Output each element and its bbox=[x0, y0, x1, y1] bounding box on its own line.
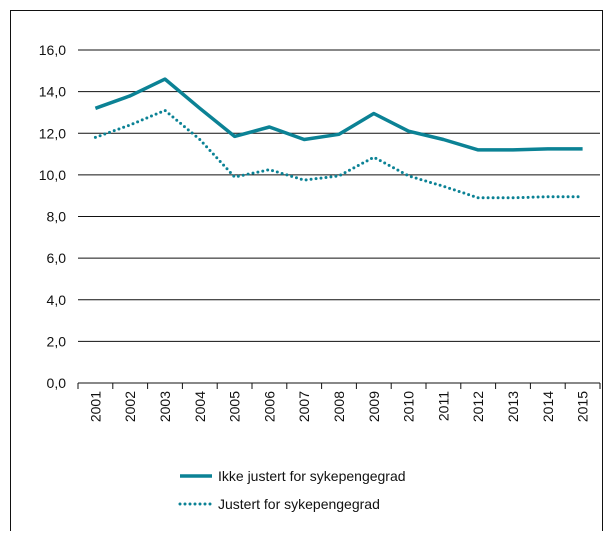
x-tick-label: 2009 bbox=[366, 391, 382, 422]
y-tick-label: 14,0 bbox=[39, 84, 66, 100]
legend-label-1: Ikke justert for sykepengegrad bbox=[218, 468, 406, 484]
y-tick-label: 8,0 bbox=[47, 209, 67, 225]
x-tick-label: 2001 bbox=[87, 391, 103, 422]
x-tick-label: 2011 bbox=[435, 391, 451, 421]
x-tick-label: 2010 bbox=[401, 391, 417, 422]
y-tick-label: 6,0 bbox=[47, 250, 67, 266]
y-tick-label: 4,0 bbox=[47, 292, 67, 308]
x-tick-label: 2012 bbox=[470, 391, 486, 422]
series-line-2 bbox=[93, 108, 585, 200]
x-tick-label: 2002 bbox=[122, 391, 138, 422]
legend: Ikke justert for sykepengegrad Justert fo… bbox=[178, 468, 406, 512]
x-tick-label: 2007 bbox=[296, 391, 312, 422]
series-line-1 bbox=[94, 77, 583, 152]
x-tick-label: 2005 bbox=[227, 391, 243, 422]
x-tick-label: 2008 bbox=[331, 391, 347, 422]
x-tick-label: 2004 bbox=[192, 391, 208, 422]
y-tick-label: 16,0 bbox=[39, 42, 66, 58]
x-tick-label: 2003 bbox=[157, 391, 173, 422]
y-tick-label: 12,0 bbox=[39, 125, 66, 141]
y-tick-label: 10,0 bbox=[39, 167, 66, 183]
chart-frame bbox=[10, 10, 603, 531]
gridlines bbox=[78, 49, 600, 384]
x-tick-label: 2006 bbox=[261, 391, 277, 422]
x-tick-label: 2015 bbox=[575, 391, 591, 422]
legend-label-2: Justert for sykepengegrad bbox=[218, 496, 380, 512]
series-lines bbox=[93, 77, 585, 200]
x-tick-label: 2013 bbox=[505, 391, 521, 422]
x-tick-label: 2014 bbox=[540, 391, 556, 422]
y-tick-label: 0,0 bbox=[47, 375, 67, 391]
y-tick-label: 2,0 bbox=[47, 333, 67, 349]
x-axis: 2001 2002 2003 2004 2005 2006 2007 2008 2009 2010… bbox=[77, 383, 601, 422]
y-axis-tick-labels: 0,0 2,0 4,0 6,0 8,0 10,0 12,0 14,0 16,0 bbox=[39, 42, 66, 391]
